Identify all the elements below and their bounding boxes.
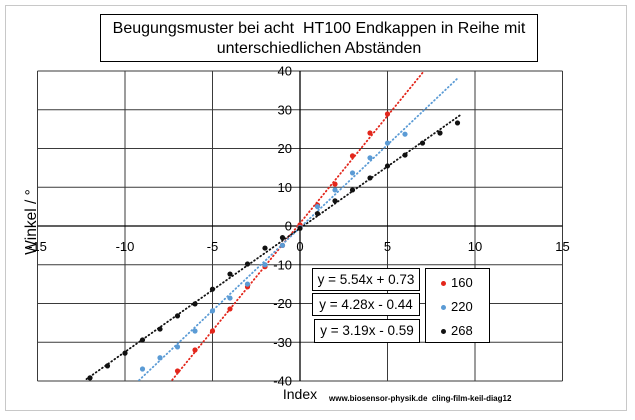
point-220-10 [314,204,321,210]
point-160-1 [192,347,198,353]
point-160-9 [332,181,338,187]
legend-label-220: 220 [451,299,473,314]
legend-entry-220: 220 [426,295,489,319]
point-268-6 [192,301,198,307]
point-268-0 [87,375,93,381]
point-220-3 [192,328,198,334]
legend-entry-160: 160 [426,271,489,295]
point-268-1 [104,363,111,369]
y-axis-label: Winkel / ° [23,189,40,255]
point-268-18 [402,152,408,158]
y-tick-label: -10 [273,257,292,272]
point-268-12 [297,225,303,231]
y-tick-label: 0 [285,219,292,234]
point-268-17 [384,163,391,169]
legend-marker-160 [441,280,446,286]
legend-entry-268: 268 [426,319,489,343]
y-tick-label: 40 [278,64,292,79]
legend-label-160: 160 [451,275,473,290]
point-268-4 [157,326,163,332]
point-220-6 [244,281,251,287]
x-tick-label: 5 [384,239,391,254]
legend: 160 220 268 [425,268,490,343]
x-axis-label: Index [283,386,317,402]
point-220-0 [139,366,146,372]
point-268-21 [454,120,461,126]
y-tick-label: 30 [278,102,292,117]
point-160-3 [227,306,233,312]
x-tick-label: 0 [296,239,303,254]
point-220-4 [209,308,216,314]
legend-label-268: 268 [451,323,473,338]
y-tick-label: 20 [278,141,292,156]
y-tick-label: 10 [278,180,292,195]
point-160-0 [174,368,181,374]
point-220-8 [279,242,286,248]
point-268-7 [209,286,216,292]
point-268-20 [437,130,443,136]
point-268-10 [262,245,268,251]
point-220-13 [367,155,373,161]
y-tick-labels: -40 -30 -20 -10 0 10 20 30 40 [273,64,292,389]
trendline-equation-160: y = 5.54x + 0.73 [312,268,420,291]
point-268-11 [279,235,286,241]
point-220-5 [227,295,233,301]
x-tick-label: -5 [207,239,219,254]
x-tick-label: -15 [28,239,47,254]
point-268-2 [122,350,128,356]
y-tick-label: -30 [273,335,292,350]
legend-marker-220 [441,304,446,310]
point-268-3 [139,337,146,343]
point-268-19 [419,140,426,146]
point-268-15 [349,187,356,193]
trendline-220 [138,77,459,381]
y-tick-label: -40 [273,374,292,389]
point-160-10 [349,153,356,159]
legend-marker-268 [441,328,446,334]
point-160-11 [367,130,373,136]
point-220-14 [384,140,391,146]
point-268-13 [314,211,321,217]
point-220-11 [332,187,338,193]
point-268-14 [332,198,338,204]
y-tick-label: -20 [273,296,292,311]
x-tick-label: 15 [555,239,569,254]
trendline-equation-220: y = 4.28x - 0.44 [312,293,420,316]
point-268-9 [244,261,251,267]
watermark: www.biosensor-physik.de cling-film-keil-… [329,394,512,403]
point-220-1 [157,355,163,361]
x-tick-labels: -15 -10 -5 0 5 10 15 [28,239,570,254]
point-160-2 [209,328,216,334]
point-268-5 [174,313,181,319]
trendline-equation-268: y = 3.19x - 0.59 [314,319,420,343]
point-220-12 [349,170,356,176]
point-268-16 [367,175,373,181]
data-points [87,111,461,381]
chart-title: Beugungsmuster bei acht HT100 Endkappen … [100,14,538,62]
x-tick-label: 10 [468,239,482,254]
point-220-15 [402,131,408,137]
point-220-2 [174,344,181,350]
point-160-12 [384,111,391,117]
x-tick-label: -10 [116,239,135,254]
trendlines [85,71,462,381]
point-220-7 [262,262,268,268]
point-268-8 [227,271,233,277]
trendline-268 [85,113,462,380]
chart-frame [5,5,627,411]
